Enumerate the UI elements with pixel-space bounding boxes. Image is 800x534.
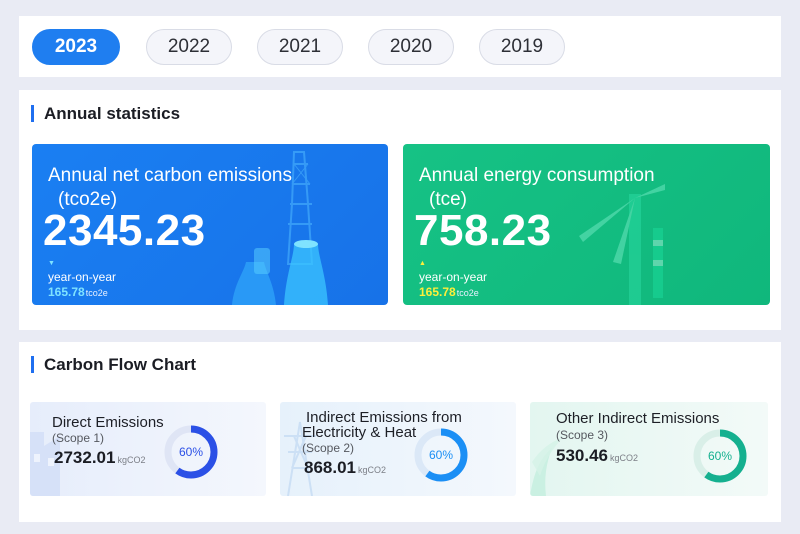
energy-card-title: Annual energy consumption [419,165,655,186]
indirect-emissions-value: 868.01 kgCO2 [304,458,387,477]
other-indirect-emissions-donut [693,429,747,483]
direct-emissions-donut [164,425,218,479]
other-indirect-emissions-scope: (Scope 3) [556,428,609,442]
year-tab-2021[interactable]: 2021 [257,29,343,65]
wind-turbine-icon [579,184,665,305]
carbon-card-title: Annual net carbon emissions [48,165,292,186]
flow-card-other-indirect-emissions[interactable]: Other Indirect Emissions (Scope 3) 530.4… [530,402,768,496]
factory-icon [30,432,60,496]
carbon-yoy-value: 165.78tco2e [48,285,108,299]
year-tab-2020[interactable]: 2020 [368,29,454,65]
energy-yoy-label: year-on-year [419,270,488,284]
factory-tower-icon [232,151,328,305]
indirect-emissions-title-line1: Indirect Emissions from [306,409,462,426]
triangle-up-icon: ▲ [419,260,426,267]
annual-statistics-panel: Annual statistics Annual net carbon emis… [19,90,781,330]
other-indirect-emissions-title: Other Indirect Emissions [556,410,720,427]
other-indirect-emissions-percent: 60% [707,449,733,463]
carbon-emissions-card[interactable]: Annual net carbon emissions (tco2e) 2345… [32,144,388,305]
energy-card-unit: (tce) [429,189,467,210]
year-selector-bar: 2023 2022 2021 2020 2019 [19,16,781,77]
year-tab-2023[interactable]: 2023 [32,29,120,65]
energy-consumption-card[interactable]: Annual energy consumption (tce) 758.23 ▲… [403,144,770,305]
year-tab-2022[interactable]: 2022 [146,29,232,65]
section-title-carbon-flow: Carbon Flow Chart [31,356,196,373]
indirect-emissions-title-line2: Electricity & Heat [302,424,417,441]
direct-emissions-percent: 60% [178,445,204,459]
indirect-emissions-scope: (Scope 2) [302,441,355,455]
carbon-flow-panel: Carbon Flow Chart Direct Emissions (Scop… [19,342,781,522]
leaf-icon [530,438,562,496]
direct-emissions-scope: (Scope 1) [52,431,105,445]
flow-card-indirect-emissions[interactable]: Indirect Emissions from Electricity & He… [280,402,516,496]
carbon-yoy-label: year-on-year [48,270,117,284]
section-title-annual-statistics: Annual statistics [31,105,180,122]
flow-card-direct-emissions[interactable]: Direct Emissions (Scope 1) 2732.01 kgCO2 … [30,402,266,496]
indirect-emissions-percent: 60% [428,448,454,462]
direct-emissions-title: Direct Emissions [52,414,164,431]
power-tower-icon [284,421,316,496]
energy-card-value: 758.23 [414,206,552,255]
indirect-emissions-donut [414,428,468,482]
carbon-card-value: 2345.23 [43,206,206,255]
energy-yoy-value: 165.78tco2e [419,285,479,299]
direct-emissions-value: 2732.01 kgCO2 [54,448,146,467]
triangle-down-icon: ▼ [48,260,55,267]
other-indirect-emissions-value: 530.46 kgCO2 [556,446,639,465]
carbon-card-unit: (tco2e) [58,189,118,210]
year-tab-2019[interactable]: 2019 [479,29,565,65]
